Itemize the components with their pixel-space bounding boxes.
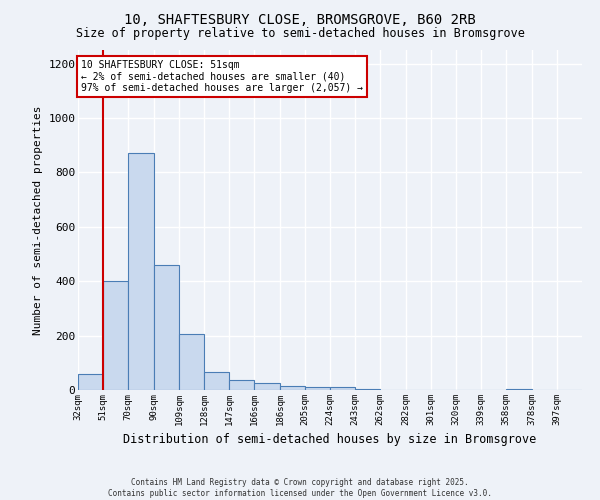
Bar [254, 383, 280, 390]
Bar [179, 334, 204, 390]
Bar [204, 372, 229, 390]
X-axis label: Distribution of semi-detached houses by size in Bromsgrove: Distribution of semi-detached houses by … [124, 434, 536, 446]
Bar [78, 374, 103, 390]
Text: 10 SHAFTESBURY CLOSE: 51sqm
← 2% of semi-detached houses are smaller (40)
97% of: 10 SHAFTESBURY CLOSE: 51sqm ← 2% of semi… [80, 60, 362, 92]
Y-axis label: Number of semi-detached properties: Number of semi-detached properties [32, 106, 43, 335]
Bar [506, 388, 532, 390]
Bar [154, 265, 179, 390]
Text: Contains HM Land Registry data © Crown copyright and database right 2025.
Contai: Contains HM Land Registry data © Crown c… [108, 478, 492, 498]
Bar [330, 388, 355, 390]
Bar [229, 380, 254, 390]
Text: Size of property relative to semi-detached houses in Bromsgrove: Size of property relative to semi-detach… [76, 28, 524, 40]
Bar [305, 388, 330, 390]
Bar [103, 281, 128, 390]
Bar [128, 154, 154, 390]
Bar [355, 388, 380, 390]
Text: 10, SHAFTESBURY CLOSE, BROMSGROVE, B60 2RB: 10, SHAFTESBURY CLOSE, BROMSGROVE, B60 2… [124, 12, 476, 26]
Bar [280, 386, 305, 390]
